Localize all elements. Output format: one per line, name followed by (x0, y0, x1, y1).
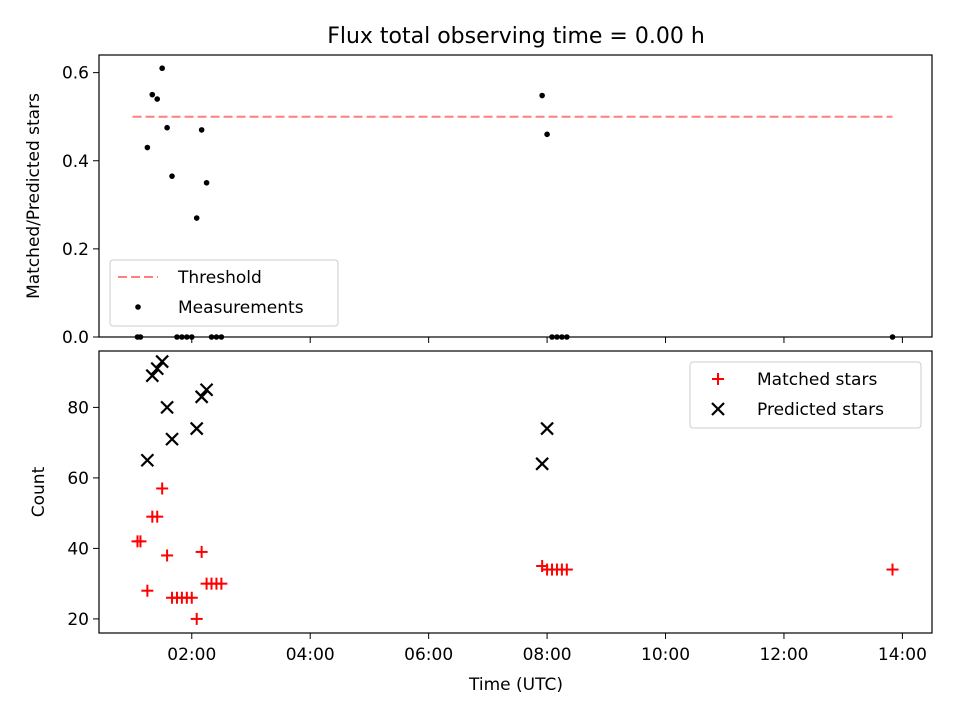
top-ylabel: Matched/Predicted stars (24, 93, 44, 299)
matched-point (886, 563, 899, 576)
predicted-point (540, 421, 554, 436)
measurement-point (154, 96, 161, 102)
legend-matched-label: Matched stars (757, 370, 877, 390)
predicted-point (194, 390, 209, 404)
bottom-axes-frame (98, 350, 933, 634)
bottom-xtick-label: 12:00 (759, 645, 808, 665)
bottom-ytick-label: 20 (67, 610, 89, 630)
matched-point (190, 612, 203, 625)
matched-point (161, 549, 174, 562)
top-axes-frame (98, 54, 933, 338)
bottom-xtick-label: 06:00 (404, 645, 453, 665)
measurement-point (203, 179, 210, 186)
bottom-legend[interactable]: Matched stars Predicted stars (689, 361, 922, 429)
legend-measurements-label: Measurements (178, 298, 304, 318)
measurement-point (193, 215, 200, 221)
legend-predicted-swatch (711, 402, 725, 416)
bottom-ytick-label: 40 (67, 539, 89, 559)
predicted-point (189, 421, 204, 436)
measurement-point (144, 144, 151, 151)
measurement-point (169, 173, 175, 179)
legend-measurements-swatch (135, 304, 141, 310)
measurement-point (159, 65, 165, 72)
bottom-axes: 20 40 60 80 02:00 04:00 06:00 08:00 10:00 12:00 14… (29, 350, 933, 695)
predicted-point (155, 354, 169, 369)
matched-points (131, 482, 899, 625)
predicted-point (140, 453, 155, 468)
bottom-xtick-label: 04:00 (286, 645, 335, 665)
top-ytick-label: 0.4 (62, 152, 89, 172)
top-ytick-label: 0.0 (62, 328, 89, 348)
matched-point (141, 584, 154, 597)
bottom-xtick-label: 02:00 (167, 645, 216, 665)
predicted-point (160, 400, 174, 415)
legend-matched-swatch (712, 373, 724, 385)
legend-threshold-label: Threshold (177, 268, 262, 288)
figure-title: Flux total observing time = 0.00 h (327, 24, 705, 49)
top-legend[interactable]: Threshold Measurements (109, 259, 339, 327)
bottom-ticks: 20 40 60 80 02:00 04:00 06:00 08:00 10:00 12:00 14… (67, 398, 927, 665)
top-ticks: 0.0 0.2 0.4 0.6 (62, 64, 903, 348)
predicted-point (199, 382, 214, 397)
measurement-point (149, 91, 156, 98)
matched-point (156, 482, 169, 495)
measurement-point (198, 127, 205, 133)
matched-point (195, 545, 208, 558)
top-legend-box (109, 259, 339, 327)
bottom-ylabel: Count (29, 466, 49, 517)
bottom-xlabel: Time (UTC) (468, 675, 563, 695)
predicted-points (140, 354, 554, 471)
legend-matched-marker (712, 373, 724, 385)
matched-point (560, 563, 573, 576)
top-ytick-label: 0.2 (62, 240, 89, 260)
bottom-ytick-label: 80 (67, 398, 89, 418)
top-ytick-label: 0.6 (62, 64, 89, 84)
measurement-point (539, 92, 545, 99)
matched-point (134, 535, 147, 548)
bottom-xtick-label: 14:00 (878, 645, 927, 665)
bottom-ytick-label: 60 (67, 469, 89, 489)
predicted-point (150, 361, 165, 376)
top-axes: 0.0 0.2 0.4 0.6 Matched/Predicted stars Thr… (24, 54, 933, 348)
bottom-xtick-label: 10:00 (641, 645, 690, 665)
bottom-legend-box (689, 361, 922, 429)
predicted-point (145, 368, 160, 383)
measurement-point (544, 131, 550, 138)
predicted-point (165, 432, 179, 446)
bottom-xtick-label: 08:00 (523, 645, 572, 665)
legend-predicted-marker (711, 402, 725, 416)
matched-point (151, 510, 164, 523)
legend-predicted-label: Predicted stars (757, 400, 884, 420)
matched-point (185, 591, 198, 604)
matched-point (215, 577, 228, 590)
measurement-point (164, 124, 170, 131)
predicted-point (535, 457, 549, 471)
